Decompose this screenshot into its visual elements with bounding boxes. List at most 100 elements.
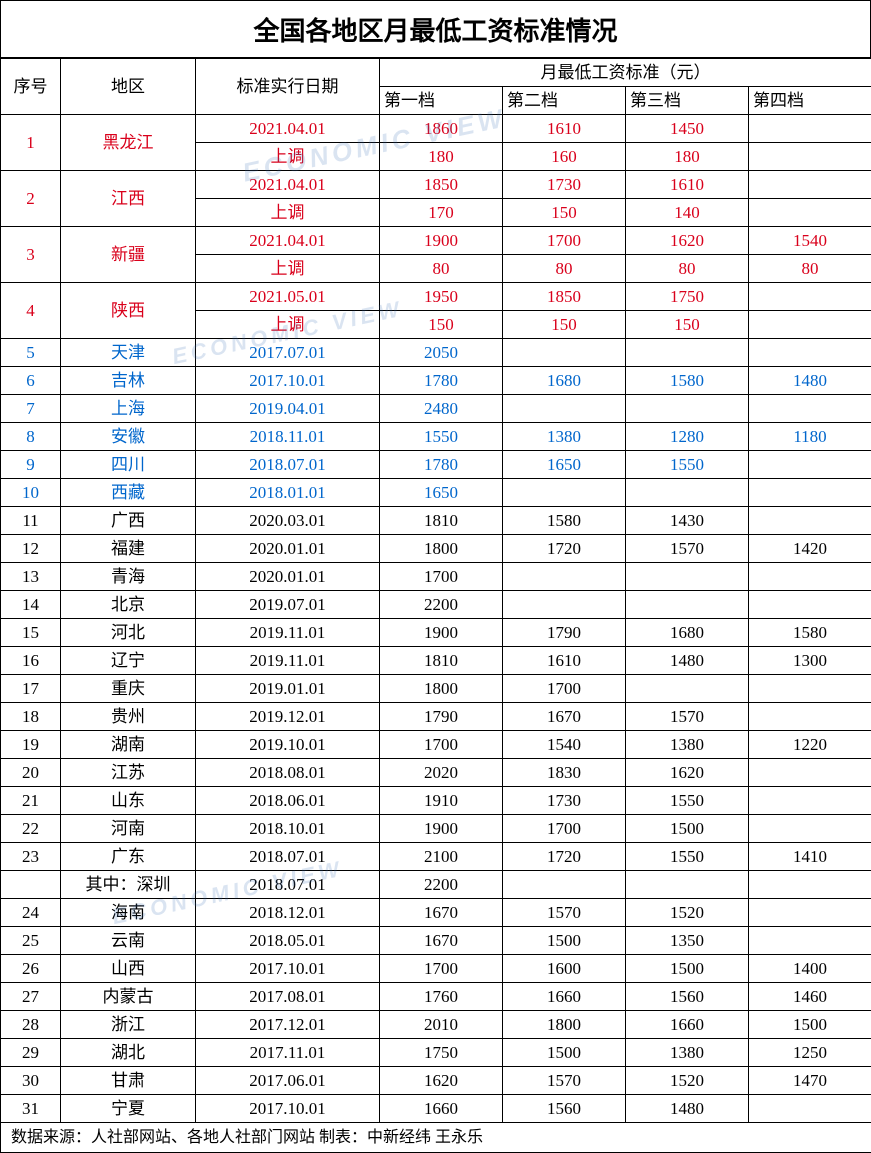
cell: 1380 [503,423,626,451]
cell-seq: 4 [1,283,61,339]
cell: 2018.11.01 [196,423,380,451]
cell: 1620 [380,1067,503,1095]
cell: 150 [503,199,626,227]
cell: 1720 [503,535,626,563]
cell: 1700 [503,675,626,703]
cell: 160 [503,143,626,171]
cell: 2017.08.01 [196,983,380,1011]
cell: 四川 [61,451,196,479]
cell: 16 [1,647,61,675]
cell: 1570 [626,703,749,731]
table-row: 16辽宁2019.11.01 1810161014801300 [1,647,871,675]
cell: 1730 [503,787,626,815]
cell [1,871,61,899]
cell: 内蒙古 [61,983,196,1011]
cell: 1550 [626,843,749,871]
table-row: 15河北2019.11.01 1900179016801580 [1,619,871,647]
cell-seq: 2 [1,171,61,227]
cell: 1500 [503,1039,626,1067]
table-row: 2 江西 2021.04.01 185017301610 [1,171,871,199]
cell: 2018.07.01 [196,843,380,871]
cell: 1910 [380,787,503,815]
cell: 2017.07.01 [196,339,380,367]
cell: 1660 [380,1095,503,1123]
cell: 2018.06.01 [196,787,380,815]
cell [749,1095,871,1123]
cell: 1500 [626,955,749,983]
col-tier3: 第三档 [626,87,749,115]
cell: 2021.04.01 [196,115,380,143]
table-row: 23广东2018.07.01 2100172015501410 [1,843,871,871]
cell: 福建 [61,535,196,563]
cell: 2017.12.01 [196,1011,380,1039]
cell: 1520 [626,899,749,927]
cell [749,703,871,731]
table-row: 18贵州2019.12.01 179016701570 [1,703,871,731]
cell: 江苏 [61,759,196,787]
cell: 1500 [749,1011,871,1039]
table-row: 26山西2017.10.01 1700160015001400 [1,955,871,983]
cell [749,787,871,815]
cell: 1700 [380,955,503,983]
cell: 宁夏 [61,1095,196,1123]
cell: 1460 [749,983,871,1011]
cell: 180 [380,143,503,171]
cell: 2017.10.01 [196,1095,380,1123]
cell [749,451,871,479]
table-row: 19湖南2019.10.01 1700154013801220 [1,731,871,759]
cell: 2017.06.01 [196,1067,380,1095]
cell: 2019.07.01 [196,591,380,619]
cell: 2020 [380,759,503,787]
cell: 80 [380,255,503,283]
cell: 1570 [626,535,749,563]
cell: 1580 [749,619,871,647]
cell: 23 [1,843,61,871]
table-row: 25云南2018.05.01 167015001350 [1,927,871,955]
cell: 80 [626,255,749,283]
cell: 13 [1,563,61,591]
cell: 10 [1,479,61,507]
cell: 1800 [503,1011,626,1039]
cell: 2019.12.01 [196,703,380,731]
cell: 2100 [380,843,503,871]
cell: 150 [503,311,626,339]
cell: 1650 [503,451,626,479]
cell: 1670 [503,703,626,731]
table-row: 14北京2019.07.01 2200 [1,591,871,619]
cell [503,395,626,423]
cell-region: 黑龙江 [61,115,196,171]
cell: 31 [1,1095,61,1123]
cell: 1560 [503,1095,626,1123]
cell: 1540 [503,731,626,759]
cell [749,815,871,843]
cell: 1700 [503,815,626,843]
cell: 其中：深圳 [61,871,196,899]
cell: 2018.08.01 [196,759,380,787]
table-row: 1 黑龙江 2021.04.01 186016101450 [1,115,871,143]
cell: 2480 [380,395,503,423]
cell: 1300 [749,647,871,675]
cell: 1420 [749,535,871,563]
cell: 1700 [380,563,503,591]
cell: 1810 [380,647,503,675]
table-row: 4 陕西 2021.05.01 195018501750 [1,283,871,311]
cell: 21 [1,787,61,815]
col-tier4: 第四档 [749,87,871,115]
cell: 1790 [380,703,503,731]
cell: 山西 [61,955,196,983]
cell: 2021.04.01 [196,227,380,255]
cell: 1550 [626,451,749,479]
cell: 1480 [626,1095,749,1123]
cell [749,927,871,955]
col-tier1: 第一档 [380,87,503,115]
cell: 1620 [626,227,749,255]
cell: 上调 [196,255,380,283]
cell: 1380 [626,1039,749,1067]
cell: 1780 [380,367,503,395]
cell: 27 [1,983,61,1011]
cell: 2018.12.01 [196,899,380,927]
cell: 19 [1,731,61,759]
col-region: 地区 [61,59,196,115]
cell: 2019.11.01 [196,647,380,675]
cell: 24 [1,899,61,927]
